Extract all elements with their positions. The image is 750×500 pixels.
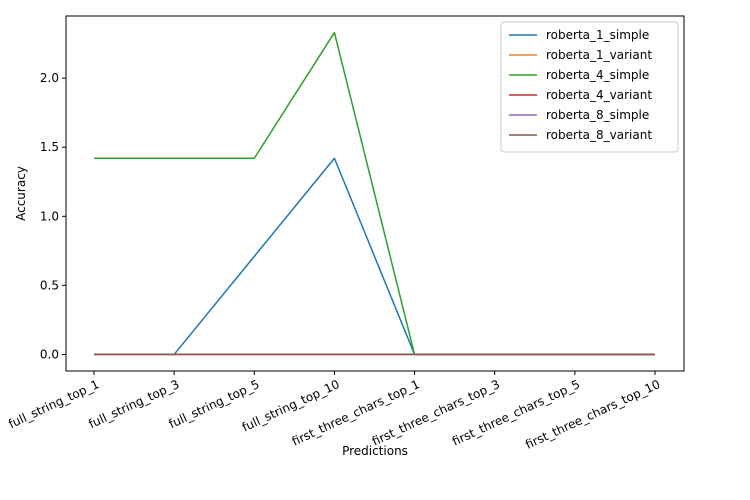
series-line-roberta_1_simple [94, 157, 655, 356]
plot-frame [65, 15, 685, 372]
x-tick-label: first_three_chars_top_10 [523, 377, 662, 452]
legend-entry: roberta_4_simple [546, 68, 649, 82]
y-tick-label: 1.5 [40, 140, 59, 154]
x-tick-label: full_string_top_3 [86, 377, 181, 431]
legend-entry: roberta_8_variant [546, 128, 652, 142]
legend-box [500, 21, 679, 153]
legend: roberta_1_simple roberta_1_variantroberta… [500, 21, 679, 153]
x-axis: full_string_top_1full_string_top_3full_s… [6, 371, 662, 452]
y-axis-label: Accuracy [14, 166, 28, 221]
y-axis: 0.0 0.5 1.0 1.5 2.0 [40, 71, 66, 361]
legend-entry: roberta_8_simple [546, 108, 649, 122]
series-lines [94, 31, 655, 356]
x-tick-label: first_three_chars_top_5 [450, 377, 582, 449]
x-axis-label: Predictions [342, 444, 408, 458]
y-tick-label: 1.0 [40, 209, 59, 223]
x-tick-label: first_three_chars_top_1 [290, 377, 422, 449]
y-tick-label: 0.0 [40, 347, 59, 361]
legend-entry: roberta_4_variant [546, 88, 652, 102]
legend-entry: roberta_1_variant [546, 48, 652, 62]
x-tick-label: full_string_top_1 [6, 377, 101, 431]
legend-entry: roberta_1_simple [546, 28, 649, 42]
x-tick-label: first_three_chars_top_3 [370, 377, 502, 449]
y-tick-label: 2.0 [40, 71, 59, 85]
y-tick-label: 0.5 [40, 278, 59, 292]
